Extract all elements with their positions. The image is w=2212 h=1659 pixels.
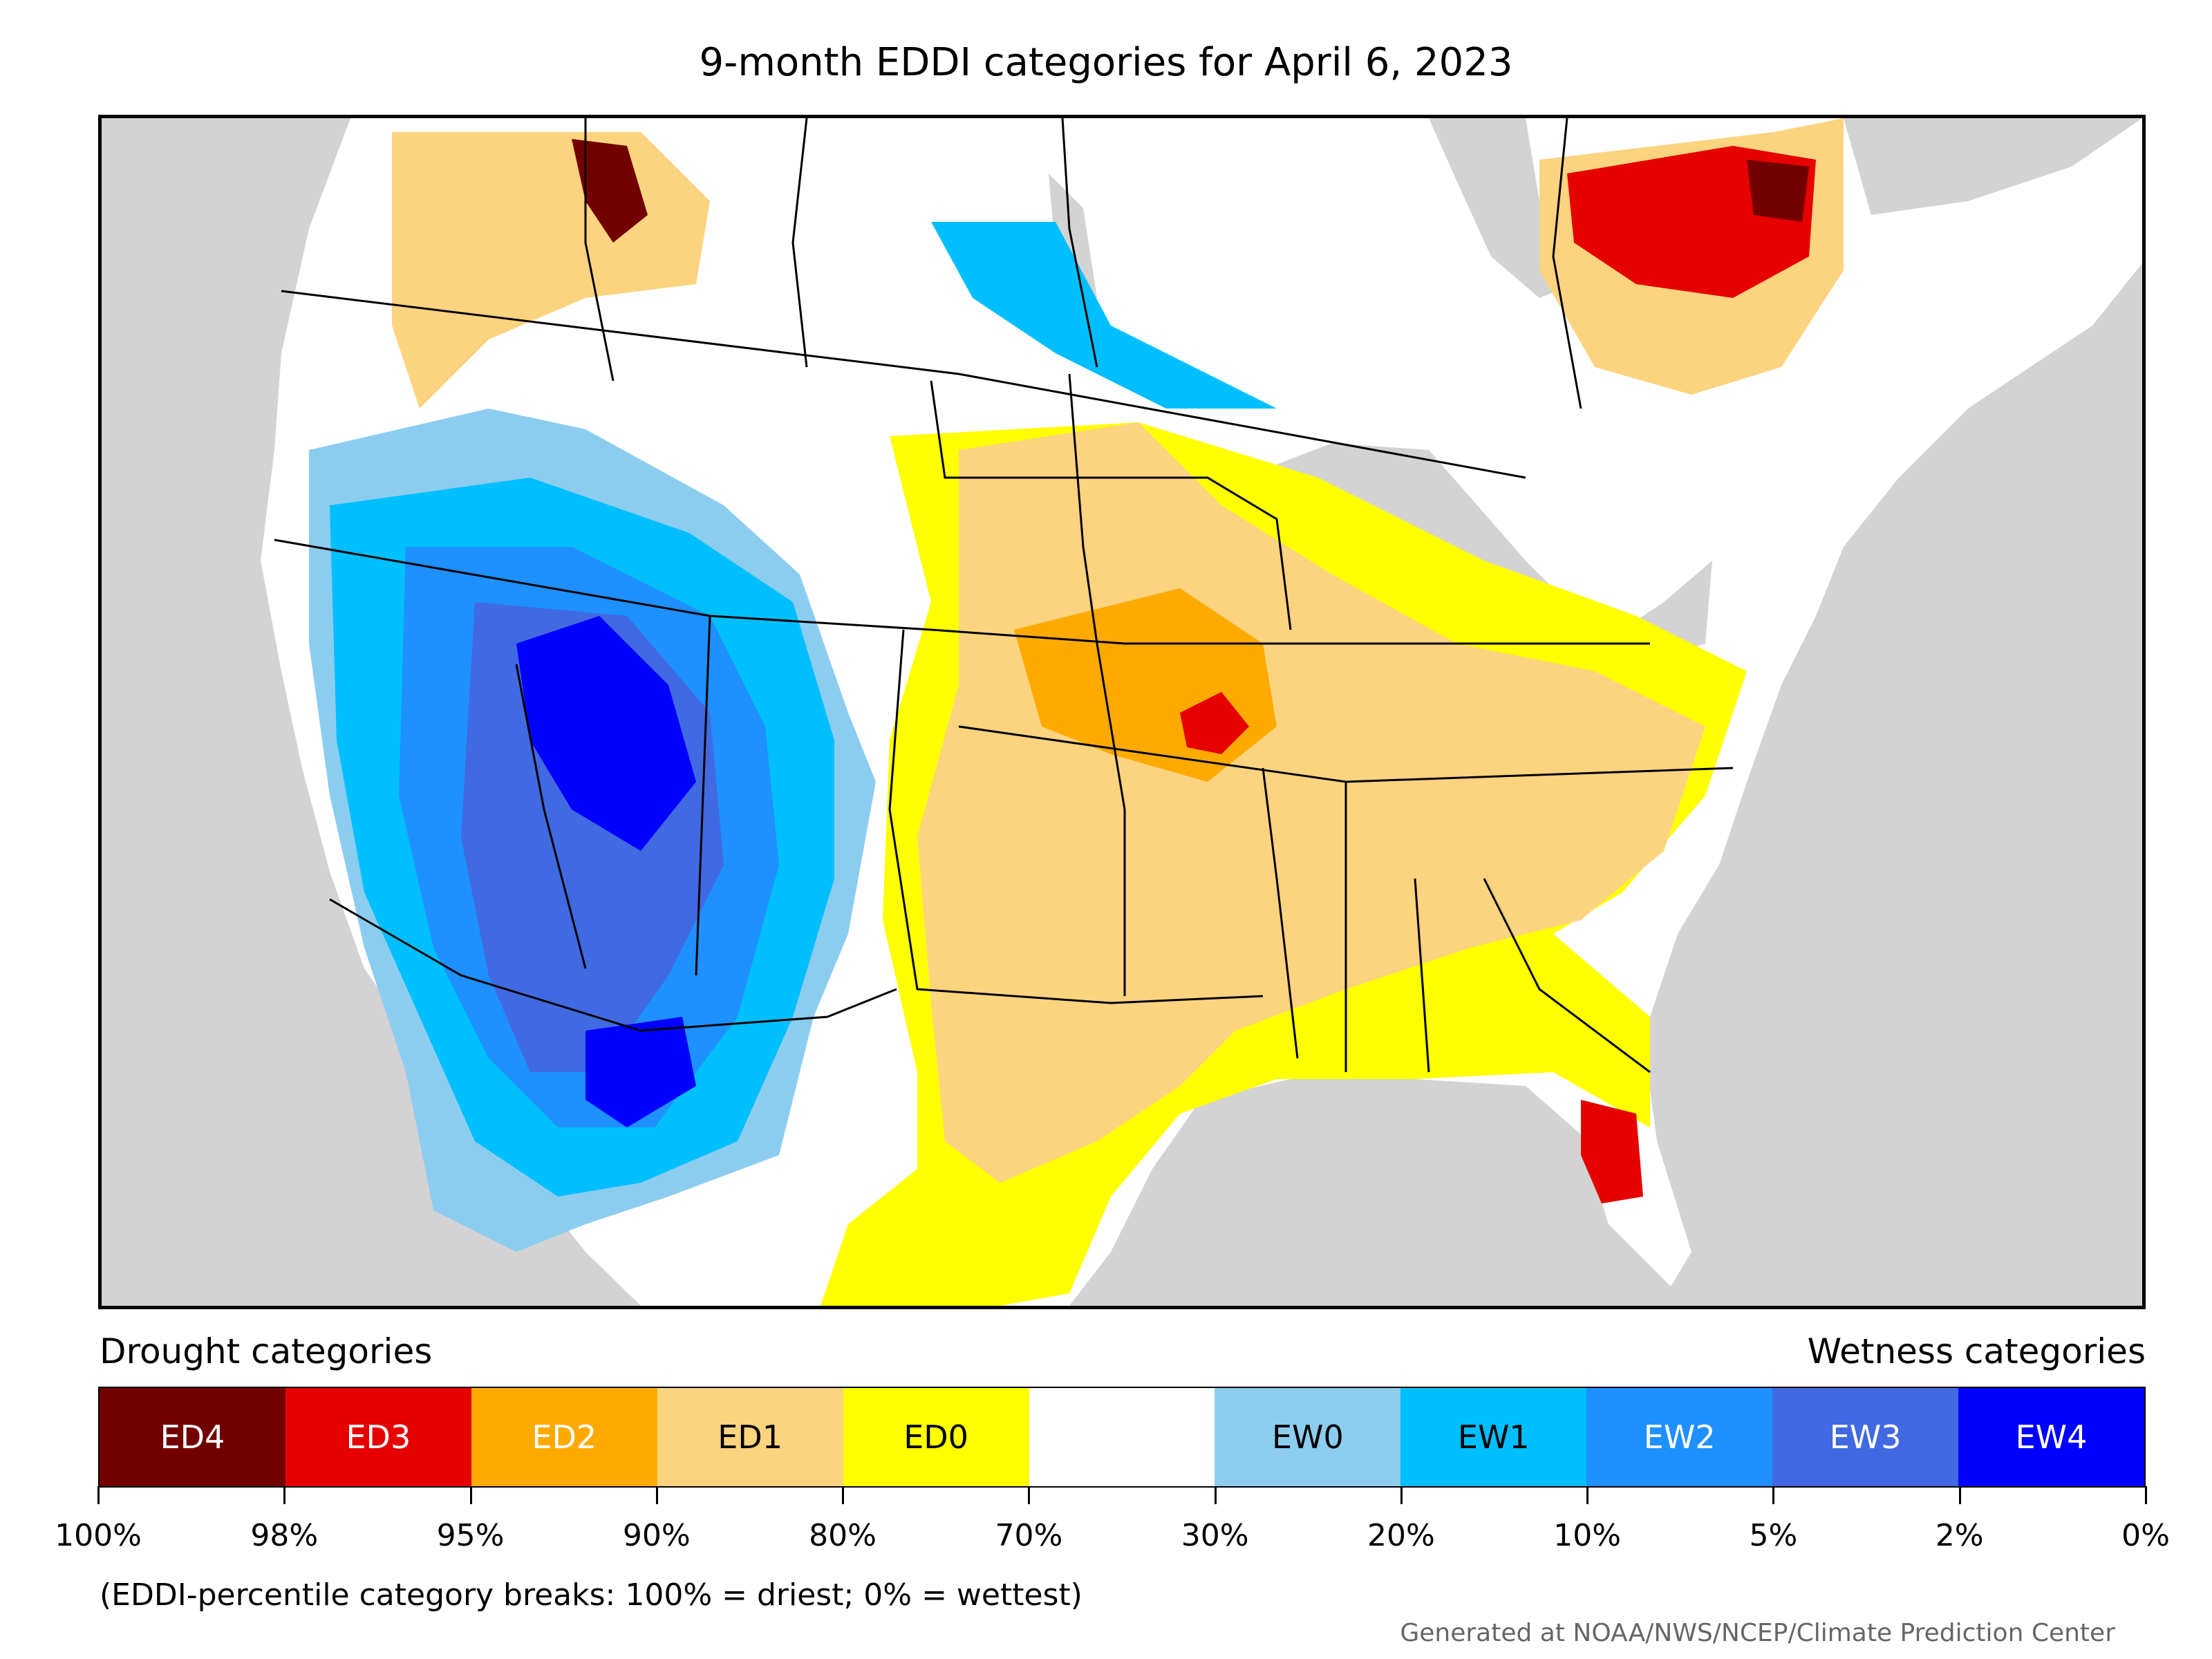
dry-area-ed4-bc [572, 139, 648, 243]
colorbar-tick [655, 1486, 658, 1504]
colorbar-tick-label: 2% [1935, 1518, 1984, 1553]
drought-categories-heading: Drought categories [100, 1331, 433, 1371]
colorbar-tick-label: 0% [2121, 1518, 2170, 1553]
dry-area-ed4-quebec [1747, 160, 1809, 222]
colorbar-tick-label: 90% [622, 1518, 691, 1553]
colorbar-segment-ew2: EW2 [1586, 1388, 1773, 1486]
dry-area-ed3-iowa [1180, 692, 1249, 754]
political-boundaries [274, 118, 1734, 1074]
wet-area-ew4 [516, 616, 696, 851]
colorbar-tick [1958, 1486, 1961, 1504]
colorbar-segment-ed0: ED0 [843, 1388, 1029, 1486]
colorbar-tick-label: 30% [1181, 1518, 1249, 1553]
colorbar-tick-label: 80% [809, 1518, 877, 1553]
wetness-categories-heading: Wetness categories [1807, 1331, 2146, 1371]
eddi-map [98, 115, 2146, 1309]
colorbar-segment-ew4: EW4 [1958, 1388, 2144, 1486]
colorbar-tick [842, 1486, 845, 1504]
colorbar-tick [1772, 1486, 1775, 1504]
colorbar-tick-label: 70% [995, 1518, 1063, 1553]
colorbar-tick [469, 1486, 472, 1504]
colorbar-tick-label: 98% [250, 1518, 319, 1553]
colorbar-tick [2145, 1486, 2147, 1504]
colorbar-segment-ed2: ED2 [471, 1388, 657, 1486]
category-colorbar: ED4 ED3 ED2 ED1 ED0 EW0 EW1 EW2 EW3 EW4 [98, 1387, 2146, 1488]
colorbar-tick-label: 95% [436, 1518, 505, 1553]
colorbar-segment-ew3: EW3 [1772, 1388, 1959, 1486]
colorbar-segment-ew1: EW1 [1400, 1388, 1587, 1486]
map-canvas [261, 118, 2142, 1306]
colorbar-tick-label: 5% [1749, 1518, 1798, 1553]
colorbar-tick [283, 1486, 286, 1504]
colorbar-segment-ew0: EW0 [1215, 1388, 1401, 1486]
credit-line: Generated at NOAA/NWS/NCEP/Climate Predi… [1400, 1619, 2115, 1647]
colorbar-segment-normal [1029, 1388, 1215, 1486]
colorbar-tick [1586, 1486, 1589, 1504]
wet-area-ew1-northern [931, 222, 1277, 409]
colorbar-tick [1400, 1486, 1403, 1504]
colorbar-tick-label: 100% [55, 1518, 142, 1553]
colorbar-tick-label: 20% [1367, 1518, 1435, 1553]
map-title: 9-month EDDI categories for April 6, 202… [699, 40, 1513, 85]
colorbar-tick [1214, 1486, 1217, 1504]
colorbar-segment-ed3: ED3 [285, 1388, 471, 1486]
colorbar-tick [1028, 1486, 1031, 1504]
percentile-note: (EDDI-percentile category breaks: 100% =… [100, 1577, 1082, 1613]
colorbar-segment-ed4: ED4 [100, 1388, 285, 1486]
hudson-bay-edge [1429, 118, 1574, 298]
colorbar-tick-label: 10% [1553, 1518, 1622, 1553]
dry-area-ed4-florida [1581, 1100, 1643, 1203]
colorbar-tick [97, 1486, 100, 1504]
wet-area-ew4-arizona [585, 1017, 696, 1127]
colorbar-segment-ed1: ED1 [657, 1388, 843, 1486]
colorbar-ticks [97, 1486, 2147, 1507]
